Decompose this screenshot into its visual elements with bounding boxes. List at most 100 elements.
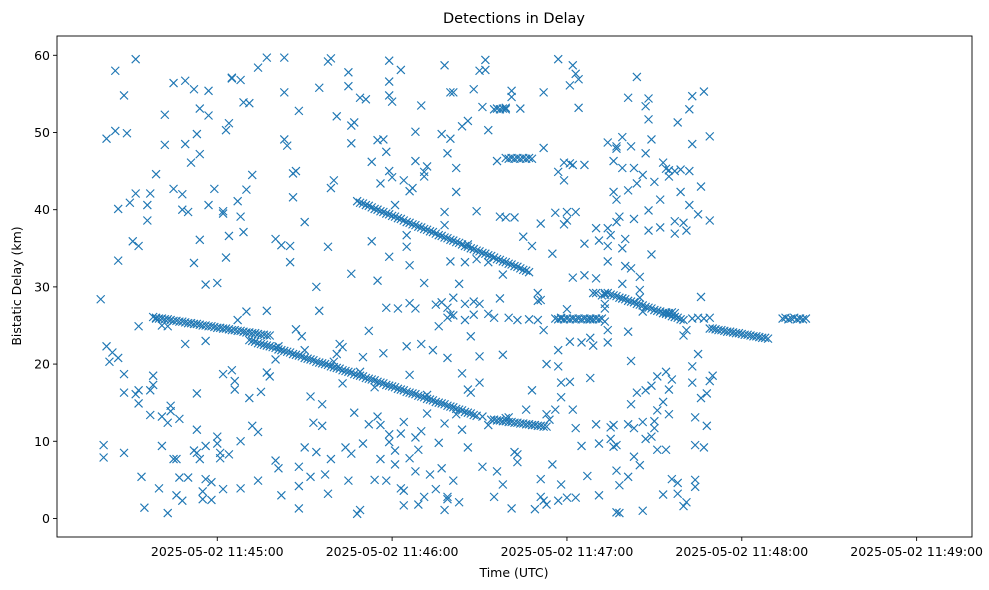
data-point-marker [492,254,502,264]
data-point-marker [676,187,686,197]
data-point-marker [670,312,680,322]
data-point-marker [437,463,447,473]
data-point-marker [364,374,374,384]
data-point-marker [367,157,377,167]
data-point-marker [547,249,557,259]
data-point-marker [486,251,496,261]
data-point-marker [612,291,621,301]
data-point-marker [332,349,342,359]
data-point-marker [434,230,444,240]
data-point-marker [381,476,391,486]
data-point-marker [370,204,380,214]
data-point-marker [338,365,347,375]
data-point-marker [413,222,423,232]
data-point-marker [428,345,438,355]
data-point-marker [626,297,636,306]
data-point-marker [521,266,531,276]
data-point-marker [142,200,152,210]
data-point-marker [349,118,359,127]
data-point-marker [227,74,237,83]
data-point-marker [629,214,639,224]
data-point-marker [396,385,406,394]
data-point-marker [533,288,543,298]
data-point-marker [218,484,228,494]
data-point-marker [297,331,307,341]
data-point-marker [562,207,572,217]
data-point-marker [373,205,382,215]
data-point-marker [460,299,470,309]
data-point-marker [530,504,540,514]
data-point-marker [119,448,129,458]
data-point-marker [323,360,333,370]
data-point-marker [612,141,621,151]
data-point-marker [419,392,429,402]
data-point-marker [501,257,511,267]
data-point-marker [110,126,120,136]
data-point-marker [553,345,563,355]
data-point-marker [644,94,653,103]
data-point-marker [547,460,557,469]
data-point-marker [306,355,315,364]
data-point-marker [454,405,464,415]
data-point-marker [664,409,674,419]
data-point-marker [556,480,566,489]
data-point-marker [445,310,455,320]
data-point-marker [682,226,691,235]
data-point-marker [230,385,240,394]
data-point-marker [393,304,403,313]
data-point-marker [699,87,709,96]
data-point-marker [550,405,560,415]
data-point-marker [434,438,444,448]
data-point-marker [696,292,706,302]
data-point-marker [448,311,458,320]
data-point-marker [355,198,365,208]
data-point-marker [218,369,228,379]
data-point-marker [378,348,388,358]
data-point-marker [279,87,289,97]
x-tick-label: 2025-05-02 11:48:00 [675,544,808,559]
data-point-marker [134,385,143,395]
data-point-marker [690,482,700,492]
data-point-marker [451,237,461,247]
data-point-marker [431,229,441,239]
data-point-marker [428,227,438,237]
data-point-marker [195,104,205,113]
data-point-marker [411,304,420,313]
data-point-marker [536,295,546,305]
data-point-marker [609,156,618,166]
data-point-marker [364,326,374,336]
data-point-marker [137,472,146,482]
data-point-marker [408,219,417,229]
data-point-marker [198,494,208,504]
data-point-marker [381,209,391,218]
data-point-marker [574,103,584,113]
data-point-marker [411,389,420,399]
data-point-marker [201,441,211,451]
data-point-marker [422,225,432,235]
data-point-marker [157,441,167,451]
data-point-marker [518,265,528,275]
data-point-marker [387,382,397,391]
data-point-marker [195,149,205,159]
data-point-marker [276,490,286,500]
data-point-marker [661,445,671,455]
data-point-marker [527,385,537,395]
data-point-marker [373,276,382,286]
data-point-marker [489,313,499,323]
data-point-marker [784,314,793,324]
data-point-marker [189,258,199,268]
data-point-marker [515,263,525,273]
data-point-marker [716,325,726,335]
data-point-marker [186,158,196,168]
data-point-marker [224,118,234,128]
x-tick-label: 2025-05-02 11:45:00 [151,544,284,559]
data-point-marker [472,206,482,216]
data-point-marker [411,220,420,230]
data-point-marker [239,227,248,237]
data-point-marker [378,135,388,144]
y-tick-label: 10 [34,434,50,449]
data-point-marker [448,236,458,245]
data-point-marker [297,351,307,361]
data-point-marker [475,351,484,361]
data-point-marker [134,321,143,331]
